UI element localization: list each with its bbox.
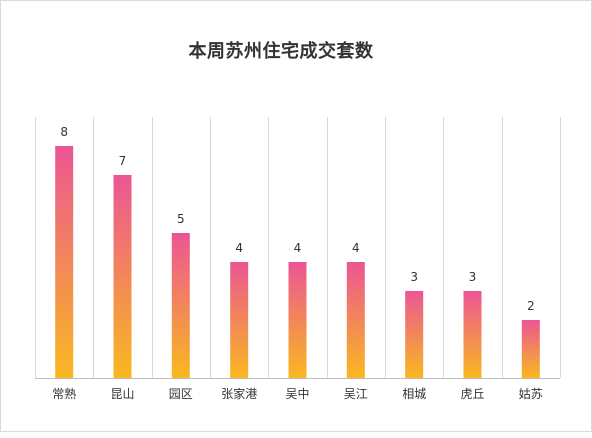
data-labels: 8 7 5 4 4 4 3 3 2 <box>60 125 534 313</box>
x-tick-昆山: 昆山 <box>110 387 134 401</box>
x-tick-姑苏: 姑苏 <box>519 387 543 401</box>
bar-园区 <box>171 233 190 378</box>
bar-张家港 <box>230 262 249 378</box>
x-tick-园区: 园区 <box>169 387 193 401</box>
data-label-园区: 5 <box>177 212 185 226</box>
bar-昆山 <box>113 175 132 378</box>
data-label-吴中: 4 <box>294 241 302 255</box>
bar-吴江 <box>346 262 365 378</box>
bar-姑苏 <box>521 320 540 378</box>
data-label-昆山: 7 <box>119 154 127 168</box>
x-tick-张家港: 张家港 <box>221 386 257 401</box>
chart-title: 本周苏州住宅成交套数 <box>188 41 374 62</box>
x-tick-吴中: 吴中 <box>285 386 309 401</box>
data-label-姑苏: 2 <box>527 299 535 313</box>
bars <box>55 146 540 378</box>
bar-虎丘 <box>463 291 482 378</box>
x-tick-虎丘: 虎丘 <box>460 387 484 401</box>
x-tick-labels: 常熟 昆山 园区 张家港 吴中 吴江 相城 虎丘 姑苏 <box>52 386 543 401</box>
bar-常熟 <box>55 146 74 378</box>
bar-相城 <box>405 291 424 378</box>
grid-lines <box>35 117 561 379</box>
data-label-吴江: 4 <box>352 241 360 255</box>
data-label-相城: 3 <box>410 270 418 284</box>
bar-chart: 8 7 5 4 4 4 3 3 2 常熟 昆山 园区 张家港 吴中 吴江 相城 虎丘 姑苏 <box>35 117 561 401</box>
bar-吴中 <box>288 262 307 378</box>
data-label-常熟: 8 <box>60 125 68 139</box>
x-tick-常熟: 常熟 <box>52 386 76 401</box>
data-label-虎丘: 3 <box>469 270 477 284</box>
x-tick-相城: 相城 <box>402 387 426 401</box>
data-label-张家港: 4 <box>235 241 243 255</box>
x-tick-吴江: 吴江 <box>344 387 368 401</box>
